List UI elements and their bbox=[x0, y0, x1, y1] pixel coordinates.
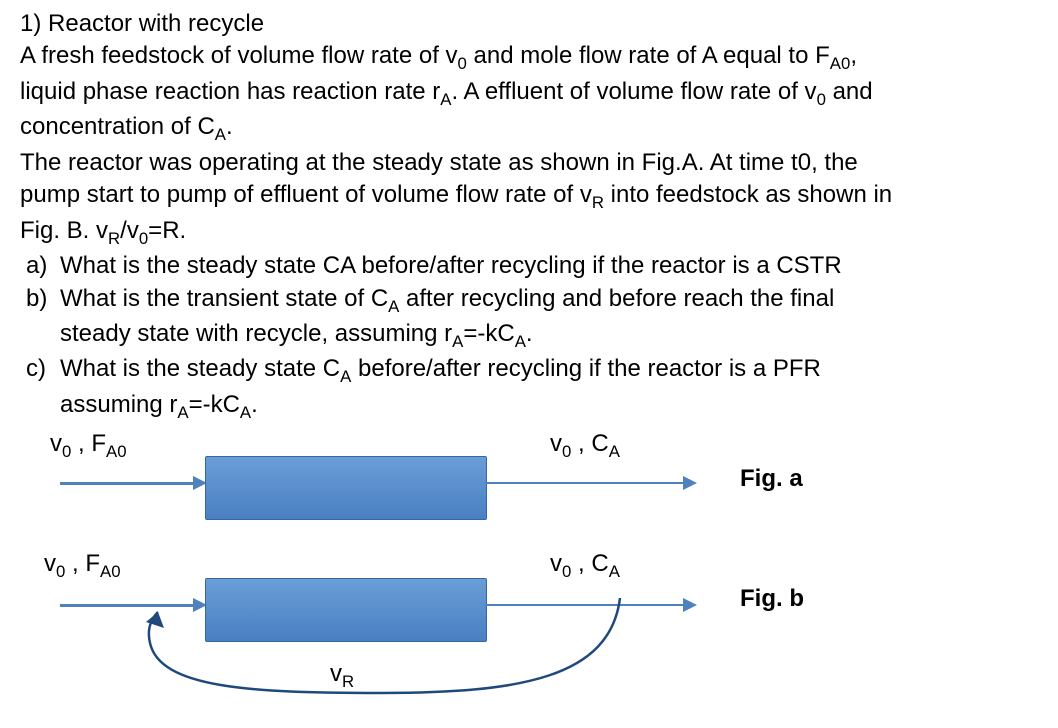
c2a-sub: A bbox=[177, 403, 188, 422]
question-list: a) What is the steady state CA before/af… bbox=[26, 250, 1038, 424]
c2a: assuming r bbox=[60, 391, 177, 418]
fig-b-outlet-arrow-icon-head-icon bbox=[683, 598, 697, 612]
p2b-sub: 0 bbox=[817, 90, 826, 109]
fig-a-inlet-label: v0 , FA0 bbox=[50, 428, 127, 463]
item-c: c) What is the steady state CA before/af… bbox=[26, 353, 1038, 388]
p6b-sub: 0 bbox=[139, 228, 148, 247]
fig-a-outlet-arrow-icon-head-icon bbox=[683, 476, 697, 490]
item-c-text: What is the steady state CA before/after… bbox=[60, 353, 1038, 388]
heading: 1) Reactor with recycle bbox=[20, 8, 1038, 40]
p1c: , bbox=[850, 42, 857, 69]
item-c-line2: assuming rA=-kCA. bbox=[26, 389, 1038, 424]
fig-b-outlet-label: v0 , CA bbox=[550, 548, 620, 583]
b1b: after recycling and before reach the fin… bbox=[399, 285, 834, 312]
c2c: . bbox=[251, 391, 258, 418]
fig-a-outlet-arrow-icon bbox=[485, 482, 683, 484]
c1b: before/after recycling if the reactor is… bbox=[351, 355, 821, 382]
b2a: steady state with recycle, assuming r bbox=[60, 320, 452, 347]
p2b: . A effluent of volume flow rate of v bbox=[451, 78, 816, 105]
fig-a-inlet-arrow-icon bbox=[60, 482, 193, 485]
item-b-letter: b) bbox=[26, 283, 60, 318]
fig-a-reactor-box bbox=[205, 456, 487, 520]
item-b-text: What is the transient state of CA after … bbox=[60, 283, 1038, 318]
item-a-text: What is the steady state CA before/after… bbox=[60, 250, 1038, 282]
p1a: A fresh feedstock of volume flow rate of… bbox=[20, 42, 458, 69]
fig-b-inlet-label: v0 , FA0 bbox=[44, 548, 121, 583]
b1a: What is the transient state of C bbox=[60, 285, 388, 312]
p6a-sub: R bbox=[108, 228, 120, 247]
p3a-sub: A bbox=[215, 125, 226, 144]
item-b-line2: steady state with recycle, assuming rA=-… bbox=[26, 318, 1038, 353]
b2c: . bbox=[526, 320, 533, 347]
fig-a-caption: Fig. a bbox=[740, 463, 803, 495]
c1a: What is the steady state C bbox=[60, 355, 340, 382]
p4: The reactor was operating at the steady … bbox=[20, 149, 858, 176]
c1a-sub: A bbox=[340, 367, 351, 386]
item-c-letter: c) bbox=[26, 353, 60, 388]
fig-b-caption: Fig. b bbox=[740, 583, 804, 615]
b1a-sub: A bbox=[388, 296, 399, 315]
p2c: and bbox=[826, 78, 873, 105]
p6b: /v bbox=[120, 217, 139, 244]
p2a: liquid phase reaction has reaction rate … bbox=[20, 78, 440, 105]
b2b-sub: A bbox=[515, 332, 526, 351]
p5a-sub: R bbox=[592, 193, 604, 212]
p2a-sub: A bbox=[440, 90, 451, 109]
b2a-sub: A bbox=[452, 332, 463, 351]
fig-a-outlet-label: v0 , CA bbox=[550, 428, 620, 463]
p1b: and mole flow rate of A equal to F bbox=[467, 42, 830, 69]
p1a-sub: 0 bbox=[458, 54, 467, 73]
paragraph: A fresh feedstock of volume flow rate of… bbox=[20, 40, 1038, 250]
p1b-sub: A0 bbox=[830, 54, 851, 73]
c2b: =-kC bbox=[189, 391, 240, 418]
p5b: into feedstock as shown in bbox=[604, 181, 892, 208]
b2b: =-kC bbox=[463, 320, 514, 347]
p6a: Fig. B. v bbox=[20, 217, 108, 244]
diagram-area: v0 , FA0 v0 , CA Fig. a v0 , FA0 v0 , CA Fig.… bbox=[20, 428, 1038, 728]
item-b: b) What is the transient state of CA aft… bbox=[26, 283, 1038, 318]
p3a: concentration of C bbox=[20, 113, 215, 140]
p5a: pump start to pump of effluent of volume… bbox=[20, 181, 592, 208]
recycle-curve-icon bbox=[120, 588, 650, 708]
p6c: =R. bbox=[148, 217, 186, 244]
c2b-sub: A bbox=[240, 403, 251, 422]
item-a-letter: a) bbox=[26, 250, 60, 282]
item-a: a) What is the steady state CA before/af… bbox=[26, 250, 1038, 282]
p3b: . bbox=[226, 113, 233, 140]
